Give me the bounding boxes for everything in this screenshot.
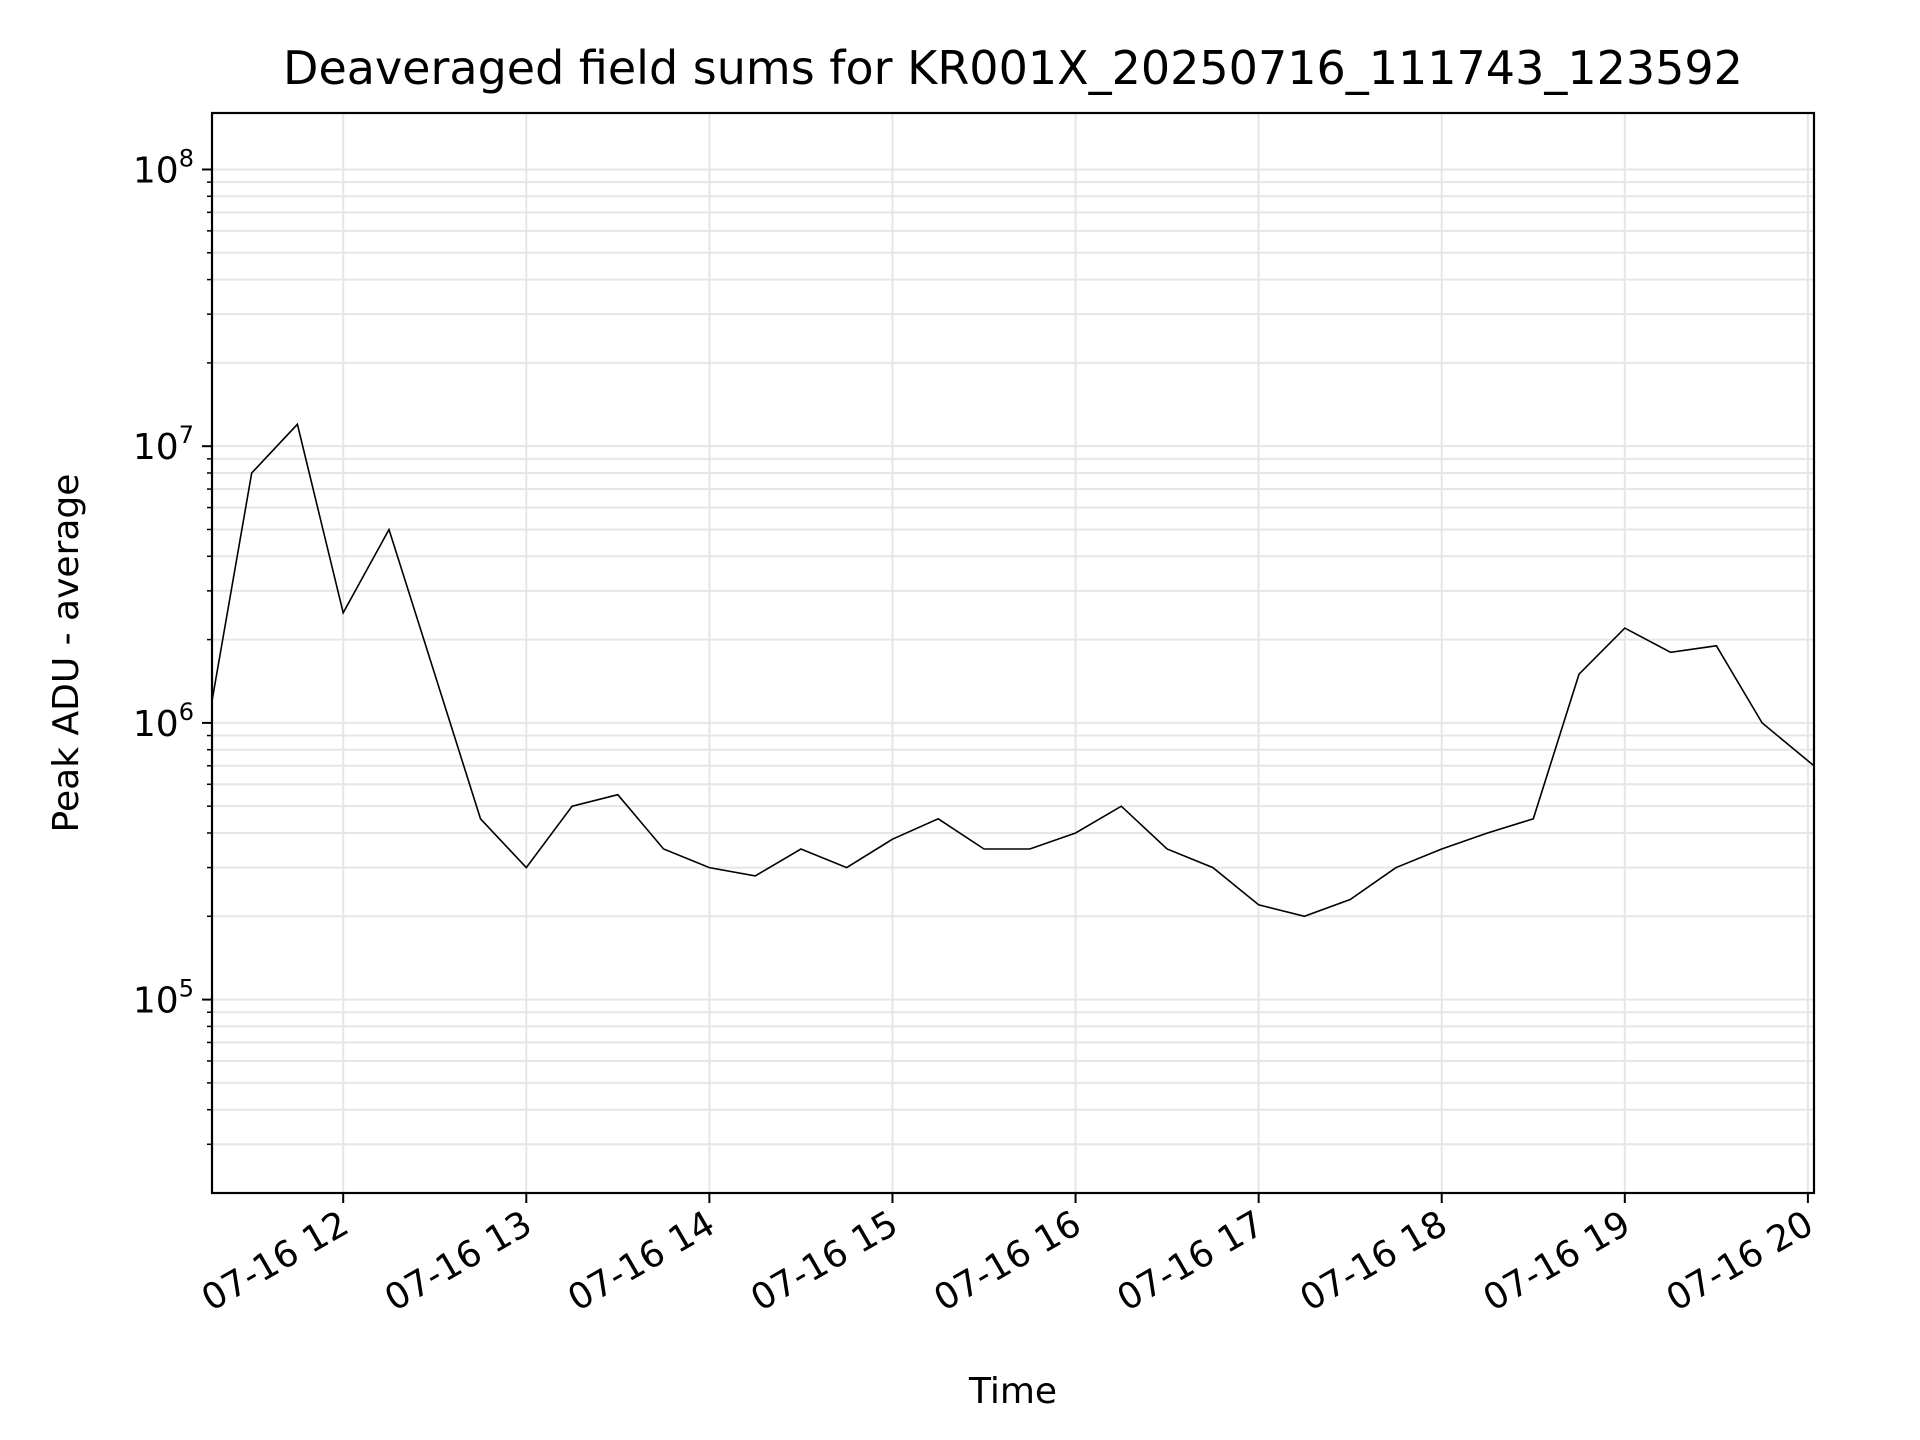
chart-title: Deaveraged field sums for KR001X_2025071…	[283, 41, 1743, 95]
y-tick-label: 105	[133, 975, 194, 1022]
x-axis-label: Time	[968, 1371, 1057, 1412]
series-line	[211, 422, 1815, 918]
y-axis-label: Peak ADU - average	[46, 474, 87, 833]
y-axis: 105 106 107 108	[133, 144, 212, 1146]
plot-frame	[210, 111, 1816, 1195]
y-tick-label: 108	[133, 144, 194, 191]
y-tick-label: 107	[133, 421, 194, 468]
series-layer	[211, 422, 1815, 918]
grid	[212, 113, 1814, 1193]
y-tick-label: 106	[133, 698, 194, 745]
